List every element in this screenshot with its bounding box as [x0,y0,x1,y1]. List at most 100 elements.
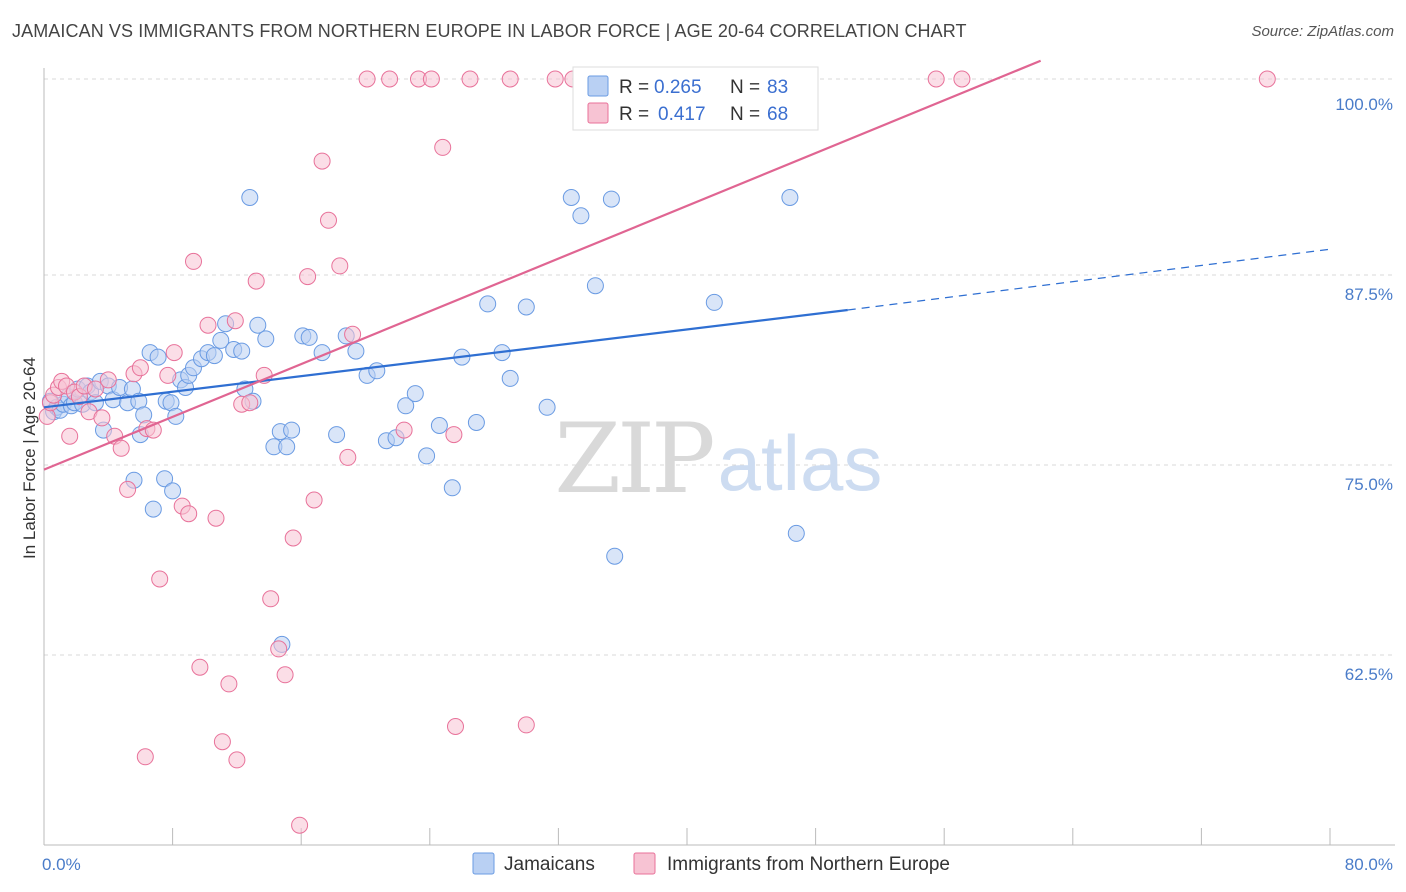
x-tick-label: 80.0% [1345,855,1393,874]
legend-r-label: R = [619,77,649,98]
data-point [241,394,259,412]
data-point [397,397,415,415]
data-point [284,529,302,547]
data-point [144,500,162,518]
data-point [299,268,317,286]
data-point [445,426,463,444]
data-point [546,70,564,88]
data-point [781,189,799,206]
bottom-legend: Jamaicans Immigrants from Northern Europ… [472,852,950,875]
data-point [205,347,223,365]
data-point [112,439,130,457]
legend-swatch-northern-europe [587,102,609,124]
data-point [149,348,167,366]
data-point [381,70,399,88]
data-point [501,369,519,387]
data-point [93,409,111,427]
legend-r-value: 0.417 [658,104,706,125]
legend-n-label: N = [730,77,760,98]
data-point [479,295,497,313]
data-point [467,414,485,431]
trend-line-northern-europe [43,59,1042,471]
data-point [320,211,337,229]
data-point [278,438,296,456]
data-point [705,293,723,311]
data-point [185,252,202,270]
data-point [300,328,318,346]
data-point [927,70,945,88]
data-point [430,417,448,434]
data-point [602,190,620,208]
data-point [368,362,386,380]
y-tick-label: 87.5% [1345,285,1393,304]
legend-n-value: 68 [767,104,788,125]
data-point [501,70,519,88]
x-tick-label: 0.0% [42,855,81,874]
data-point [228,751,246,769]
data-point [247,272,265,290]
bottom-legend-label-northern-europe: Immigrants from Northern Europe [667,854,950,875]
data-point [61,427,79,445]
data-point [212,331,230,349]
data-point [313,152,331,170]
data-point [99,371,117,389]
data-point [270,640,288,658]
chart-title: JAMAICAN VS IMMIGRANTS FROM NORTHERN EUR… [12,21,967,41]
bottom-legend-swatch-northern-europe [633,852,656,875]
data-point [1258,70,1276,88]
data-point [207,509,225,527]
data-point [241,189,259,206]
data-point [220,675,238,693]
data-point [191,658,209,676]
data-point [586,277,604,295]
data-point [787,524,805,542]
data-point [422,70,440,88]
axes [43,68,1395,846]
data-point [538,398,556,416]
watermark-atlas: atlas [718,419,883,507]
bottom-legend-swatch-jamaicans [472,852,495,875]
data-point [434,138,452,156]
trend-line-jamaicans [43,308,848,409]
data-point [953,70,971,88]
data-point [358,70,376,88]
data-point [562,189,580,206]
data-point [159,366,177,384]
data-point [339,448,357,466]
data-point [86,380,104,398]
watermark: ZIP atlas [554,403,882,515]
legend-n-value: 83 [767,77,788,98]
bottom-legend-label-jamaicans: Jamaicans [504,854,595,875]
data-point [156,470,174,488]
legend-box [572,66,819,131]
data-point [119,480,137,498]
y-tick-label: 75.0% [1345,475,1393,494]
data-point [226,312,244,330]
tick-labels: 62.5% 75.0% 87.5% 100.0% 0.0% 80.0% [42,95,1393,874]
data-point [517,298,535,316]
data-point [180,505,198,523]
legend-r-label: R = [619,104,649,125]
data-point [447,718,464,735]
data-point [131,359,149,377]
data-point [572,207,590,225]
data-point [249,316,267,334]
data-point [165,344,183,362]
data-point [443,479,461,497]
legend-swatch-jamaicans [587,75,609,97]
gridlines [44,78,1395,656]
legend: R = 0.265 N = 83 R = 0.417 N = 68 [572,66,819,131]
data-point [328,426,346,444]
data-point [257,330,275,348]
watermark-zip: ZIP [554,403,713,515]
data-point [262,590,280,608]
data-point [233,342,251,360]
source-label: Source: ZipAtlas.com [1251,23,1394,40]
y-tick-label: 62.5% [1345,665,1393,684]
data-point [461,70,479,88]
data-point [347,342,365,360]
data-point [606,547,624,565]
y-tick-label: 100.0% [1335,95,1393,114]
data-point [283,421,301,439]
data-point [331,257,349,275]
